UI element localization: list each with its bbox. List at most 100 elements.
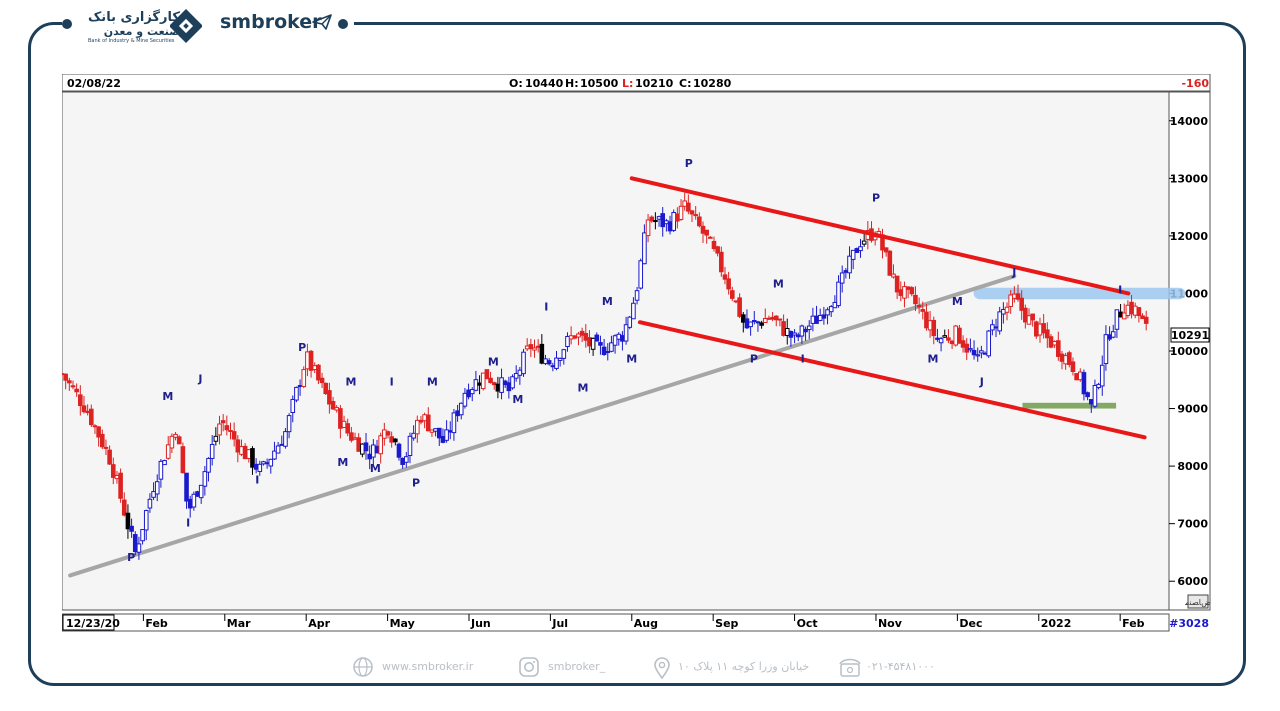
- candle-body: [411, 432, 416, 439]
- candle-body: [627, 316, 633, 328]
- candle-body: [466, 389, 471, 398]
- footer-address: خیابان وزرا کوچه ۱۱ پلاک ۱۰: [678, 660, 810, 673]
- candle-body: [740, 314, 746, 323]
- candle-body: [202, 471, 208, 487]
- lines-layer: [68, 274, 1017, 578]
- x-tick-label: Aug: [634, 617, 658, 630]
- wave-label: M: [602, 295, 613, 308]
- candle-body: [920, 309, 926, 312]
- candle-body: [872, 236, 878, 241]
- x-tick-label: 2022: [1041, 617, 1072, 630]
- ohlc-open-value: 10440: [525, 77, 564, 90]
- candle-body: [528, 344, 534, 350]
- wave-label: P: [298, 341, 306, 354]
- candle-body: [425, 414, 431, 432]
- candle-body: [74, 388, 79, 393]
- wave-label: M: [162, 390, 173, 403]
- candle-body: [491, 382, 497, 386]
- candle-body: [198, 484, 204, 499]
- candle-body: [165, 444, 171, 459]
- candle-body: [664, 220, 669, 225]
- support-zone: [1022, 402, 1117, 409]
- wave-label: M: [773, 278, 784, 291]
- candle-body: [283, 431, 288, 447]
- price-chart: 02/08/22 O: 10440 H: 10500 L: 10210 C: 1…: [62, 74, 1211, 632]
- candle-body: [360, 443, 365, 455]
- candle-body: [228, 429, 233, 432]
- candle-body: [825, 309, 830, 316]
- candle-body: [1019, 297, 1024, 311]
- candle-body: [1070, 361, 1076, 372]
- candle-body: [1088, 399, 1094, 405]
- candle-body: [330, 400, 336, 410]
- candle-body: [1056, 340, 1061, 357]
- candle-body: [1052, 340, 1057, 346]
- candle-body: [579, 330, 585, 336]
- instagram-icon: [519, 657, 539, 677]
- wave-label: M: [345, 376, 356, 389]
- candle-body: [788, 330, 794, 338]
- candle-body: [70, 385, 76, 388]
- candle-body: [730, 290, 735, 299]
- candle-body: [616, 333, 622, 340]
- candle-body: [649, 216, 655, 222]
- candle-body: [184, 472, 189, 502]
- candle-body: [1132, 305, 1138, 316]
- candle-body: [1074, 373, 1079, 381]
- wave-label: M: [488, 355, 499, 368]
- candle-body: [550, 365, 556, 368]
- candle-body: [678, 205, 684, 220]
- ohlc-close-label: C:: [679, 77, 691, 90]
- candle-body: [1008, 294, 1013, 307]
- candle-body: [279, 443, 285, 446]
- candle-body: [180, 446, 186, 474]
- candle-body: [1140, 315, 1145, 320]
- wave-label: M: [952, 295, 963, 308]
- candle-body: [129, 525, 134, 532]
- candle-body: [297, 385, 303, 388]
- candle-body: [609, 342, 614, 352]
- candle-body: [213, 435, 219, 442]
- y-tick-label: 10000: [1170, 345, 1209, 358]
- candle-body: [766, 317, 772, 320]
- candle-body: [107, 449, 112, 465]
- candle-body: [81, 405, 87, 413]
- candle-body: [433, 428, 438, 432]
- candle-body: [121, 499, 127, 516]
- candle-body: [162, 460, 167, 466]
- candle-body: [660, 213, 666, 228]
- candle-body: [429, 429, 435, 433]
- candle-body: [499, 377, 504, 393]
- candle-body: [598, 342, 603, 346]
- candle-body: [462, 392, 468, 407]
- candle-body: [1129, 301, 1134, 315]
- resistance-zone: [973, 287, 1186, 300]
- candle-body: [1092, 384, 1098, 407]
- candle-body: [590, 337, 596, 350]
- wave-label: I: [255, 473, 259, 486]
- candle-body: [1099, 364, 1105, 387]
- candle-body: [363, 442, 369, 452]
- candle-body: [250, 448, 255, 468]
- candle-body: [147, 498, 153, 509]
- wave-label: I: [801, 353, 805, 366]
- candle-body: [759, 322, 764, 326]
- lower-channel-line: [637, 320, 1147, 440]
- candle-body: [1077, 371, 1083, 381]
- candle-body: [517, 369, 523, 376]
- candle-body: [1001, 309, 1006, 315]
- candle-body: [964, 343, 970, 353]
- candle-body: [374, 445, 380, 454]
- candle-body: [814, 315, 819, 324]
- y-tick-label: 9000: [1177, 403, 1208, 416]
- candle-body: [286, 415, 292, 433]
- candle-body: [1037, 323, 1043, 336]
- candle-body: [1125, 304, 1131, 316]
- y-tick-label: 13000: [1170, 172, 1209, 185]
- candle-body: [253, 463, 259, 470]
- diamond-logo-icon: [170, 9, 202, 43]
- wave-label: J: [979, 376, 984, 389]
- candle-body: [861, 240, 867, 245]
- candle-body: [642, 232, 647, 265]
- candle-body: [132, 534, 138, 553]
